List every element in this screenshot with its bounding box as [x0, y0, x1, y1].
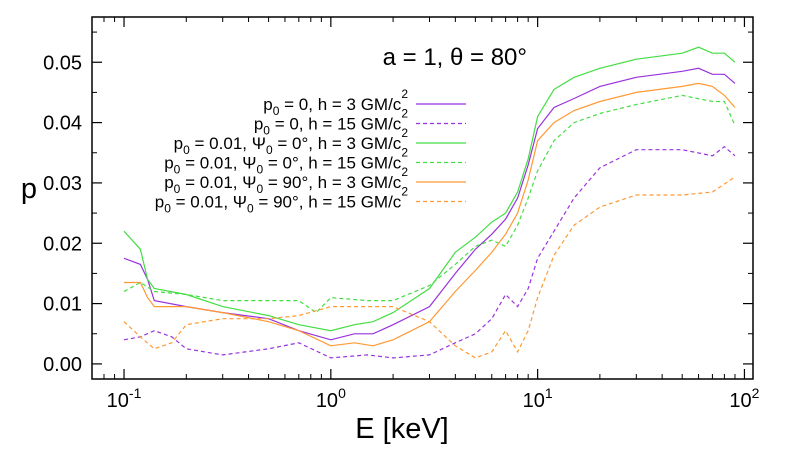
- legend-entry: p0 = 0, h = 15 GM/c2: [254, 107, 466, 138]
- y-tick-label: 0.05: [43, 52, 82, 74]
- legend-entry: p0 = 0.01, Ψ0 = 0°, h = 15 GM/c2: [164, 146, 466, 177]
- x-tick-base: 10: [523, 390, 545, 412]
- legend-label-part: 0: [256, 163, 263, 177]
- legend-label-part: 0: [174, 163, 181, 177]
- legend-label-part: = 0.01, Ψ: [190, 134, 266, 153]
- legend-label-part: 2: [401, 146, 408, 160]
- y-tick-label: 0.01: [43, 294, 82, 316]
- series-line-5: [124, 82, 736, 347]
- x-tick-label: 101: [523, 385, 553, 412]
- legend-label-part: = 0, h = 3 GM/c: [279, 95, 401, 114]
- y-tick-label: 0.03: [43, 173, 82, 195]
- legend-entry: p0 = 0.01, Ψ0 = 90°, h = 3 GM/c2: [164, 165, 466, 196]
- x-tick-label: 102: [729, 385, 759, 412]
- x-tick-base: 10: [107, 390, 129, 412]
- legend-label: p0 = 0, h = 15 GM/c2: [254, 107, 409, 138]
- legend-label-part: 0: [174, 182, 181, 196]
- series-line-4: [123, 94, 736, 314]
- legend-label: p0 = 0.01, Ψ0 = 0°, h = 3 GM/c2: [174, 126, 409, 157]
- series-line-2: [123, 145, 736, 359]
- legend-label-part: 0: [263, 124, 270, 138]
- y-tick-label: 0.04: [43, 113, 82, 135]
- legend-entry: p0 = 0.01, Ψ0 = 90°, h = 15 GM/c2: [155, 185, 466, 216]
- y-tick-label: 0.00: [43, 354, 82, 376]
- legend-label-part: = 0.01, Ψ: [171, 193, 247, 212]
- legend-entry: p0 = 0.01, Ψ0 = 0°, h = 3 GM/c2: [174, 126, 466, 157]
- x-tick-exponent: -1: [129, 385, 142, 401]
- legend-label-part: 0: [183, 143, 190, 157]
- legend-label-part: 2: [401, 107, 408, 121]
- legend-label-part: p: [263, 95, 272, 114]
- legend-label-part: p: [164, 154, 173, 173]
- x-tick-exponent: 1: [545, 385, 553, 401]
- legend-label-part: p: [155, 193, 164, 212]
- legend-label: p0 = 0, h = 3 GM/c2: [263, 87, 408, 118]
- legend-label-part: 0: [256, 182, 263, 196]
- series-line-3: [123, 46, 736, 332]
- plot-frame: [91, 16, 754, 380]
- legend-label-part: 2: [401, 165, 408, 179]
- x-tick-exponent: 0: [338, 385, 346, 401]
- y-axis-title: p: [21, 173, 37, 205]
- legend-label-part: 0: [266, 143, 273, 157]
- legend-label-part: = 0, h = 15 GM/c: [270, 115, 402, 134]
- legend-label-part: 2: [401, 126, 408, 140]
- legend-label-part: = 0°, h = 15 GM/c: [263, 154, 402, 173]
- legend-label-part: 0: [164, 202, 171, 216]
- legend-label-part: 0: [273, 104, 280, 118]
- legend-label-part: p: [254, 115, 263, 134]
- legend-label: p0 = 0.01, Ψ0 = 0°, h = 15 GM/c2: [164, 146, 408, 177]
- legend-label-part: = 90°, h = 3 GM/c: [263, 173, 402, 192]
- legend-label: p0 = 0.01, Ψ0 = 90°, h = 15 GM/c2: [155, 185, 409, 216]
- x-axis-title: E [keV]: [355, 413, 449, 445]
- legend-label-part: 0: [247, 202, 254, 216]
- chart-annotation: a = 1, θ = 80°: [383, 44, 527, 71]
- legend-label-part: = 0.01, Ψ: [180, 173, 256, 192]
- x-tick-label: 100: [316, 385, 346, 412]
- y-tick-label: 0.02: [43, 233, 82, 255]
- x-tick-base: 10: [729, 390, 751, 412]
- legend-label-part: p: [164, 173, 173, 192]
- legend-label-part: = 0.01, Ψ: [180, 154, 256, 173]
- legend-label-part: 2: [401, 87, 408, 101]
- legend-label-part: = 0°, h = 3 GM/c: [273, 134, 402, 153]
- x-tick-exponent: 2: [752, 385, 760, 401]
- legend-label-part: 2: [401, 185, 408, 199]
- legend-label: p0 = 0.01, Ψ0 = 90°, h = 3 GM/c2: [164, 165, 408, 196]
- legend-label-part: = 90°, h = 15 GM/c: [254, 193, 402, 212]
- x-tick-label: 10-1: [107, 385, 142, 412]
- series-layer: [123, 46, 736, 359]
- legend-label-part: p: [174, 134, 183, 153]
- legend-entry: p0 = 0, h = 3 GM/c2: [263, 87, 466, 118]
- x-tick-base: 10: [316, 390, 338, 412]
